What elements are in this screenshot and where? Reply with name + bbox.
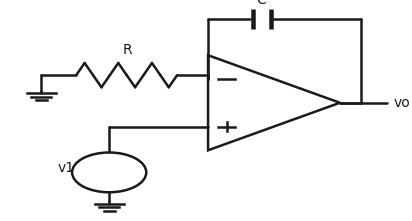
Text: v1: v1 bbox=[57, 161, 75, 175]
Text: vo: vo bbox=[393, 96, 410, 110]
Text: C: C bbox=[257, 0, 267, 7]
Text: R: R bbox=[123, 44, 133, 57]
